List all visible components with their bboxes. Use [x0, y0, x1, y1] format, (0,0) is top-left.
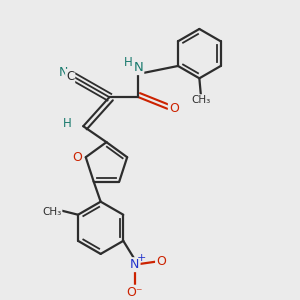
Text: O: O: [72, 151, 82, 164]
Text: +: +: [136, 253, 146, 263]
Text: N: N: [134, 61, 143, 74]
Text: H: H: [63, 117, 72, 130]
Text: CH₃: CH₃: [42, 207, 62, 217]
Text: O: O: [156, 255, 166, 268]
Text: O: O: [169, 102, 179, 115]
Text: O⁻: O⁻: [127, 286, 143, 299]
Text: N: N: [130, 258, 140, 271]
Text: N: N: [59, 66, 68, 79]
Text: CH₃: CH₃: [191, 95, 210, 105]
Text: C: C: [66, 70, 74, 83]
Text: H: H: [124, 56, 133, 69]
